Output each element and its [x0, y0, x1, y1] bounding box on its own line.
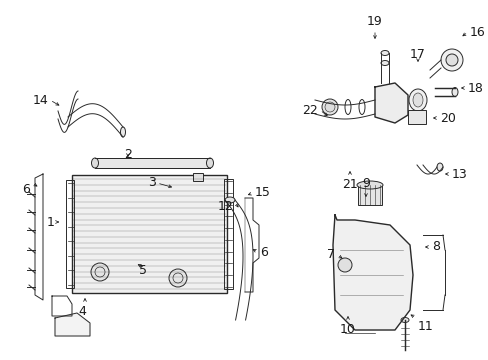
Ellipse shape: [224, 197, 235, 203]
Bar: [95, 158, 209, 168]
Ellipse shape: [321, 99, 337, 115]
Text: 3: 3: [148, 176, 156, 189]
Polygon shape: [374, 83, 407, 123]
Bar: [72, 175, 226, 293]
Ellipse shape: [440, 49, 462, 71]
Polygon shape: [55, 313, 90, 336]
Text: 14: 14: [32, 94, 48, 107]
Bar: [66, 180, 74, 288]
Bar: [224, 179, 232, 289]
Text: 22: 22: [302, 104, 317, 117]
Text: 18: 18: [467, 81, 483, 94]
Ellipse shape: [120, 127, 125, 137]
Ellipse shape: [380, 60, 388, 66]
Text: 6: 6: [22, 183, 30, 196]
Text: 11: 11: [417, 320, 433, 333]
Ellipse shape: [91, 158, 98, 168]
Ellipse shape: [408, 89, 426, 111]
Ellipse shape: [356, 181, 382, 189]
Polygon shape: [332, 215, 412, 330]
Ellipse shape: [445, 54, 457, 66]
Ellipse shape: [206, 158, 213, 168]
Ellipse shape: [436, 163, 442, 171]
Circle shape: [91, 263, 109, 281]
Text: 8: 8: [431, 240, 439, 253]
Text: 1: 1: [47, 216, 55, 229]
Text: 15: 15: [254, 186, 270, 199]
Ellipse shape: [412, 93, 422, 107]
Circle shape: [169, 269, 186, 287]
Text: 6: 6: [260, 246, 267, 258]
Ellipse shape: [400, 318, 408, 323]
Text: 13: 13: [451, 167, 467, 180]
Ellipse shape: [325, 102, 334, 112]
Text: 7: 7: [326, 248, 334, 261]
Text: 12: 12: [217, 200, 232, 213]
Bar: [193, 173, 203, 181]
Text: 10: 10: [339, 323, 355, 336]
Text: 5: 5: [139, 264, 147, 276]
Text: 2: 2: [124, 148, 132, 161]
Text: 21: 21: [342, 178, 357, 191]
Ellipse shape: [451, 87, 457, 96]
Text: 17: 17: [409, 49, 425, 62]
Text: 9: 9: [361, 177, 369, 190]
Bar: [357, 185, 381, 205]
Bar: [407, 110, 425, 124]
Text: 4: 4: [78, 305, 86, 318]
Circle shape: [337, 258, 351, 272]
Text: 16: 16: [469, 26, 485, 39]
Ellipse shape: [380, 50, 388, 55]
Text: 20: 20: [439, 112, 455, 125]
Text: 19: 19: [366, 15, 382, 28]
